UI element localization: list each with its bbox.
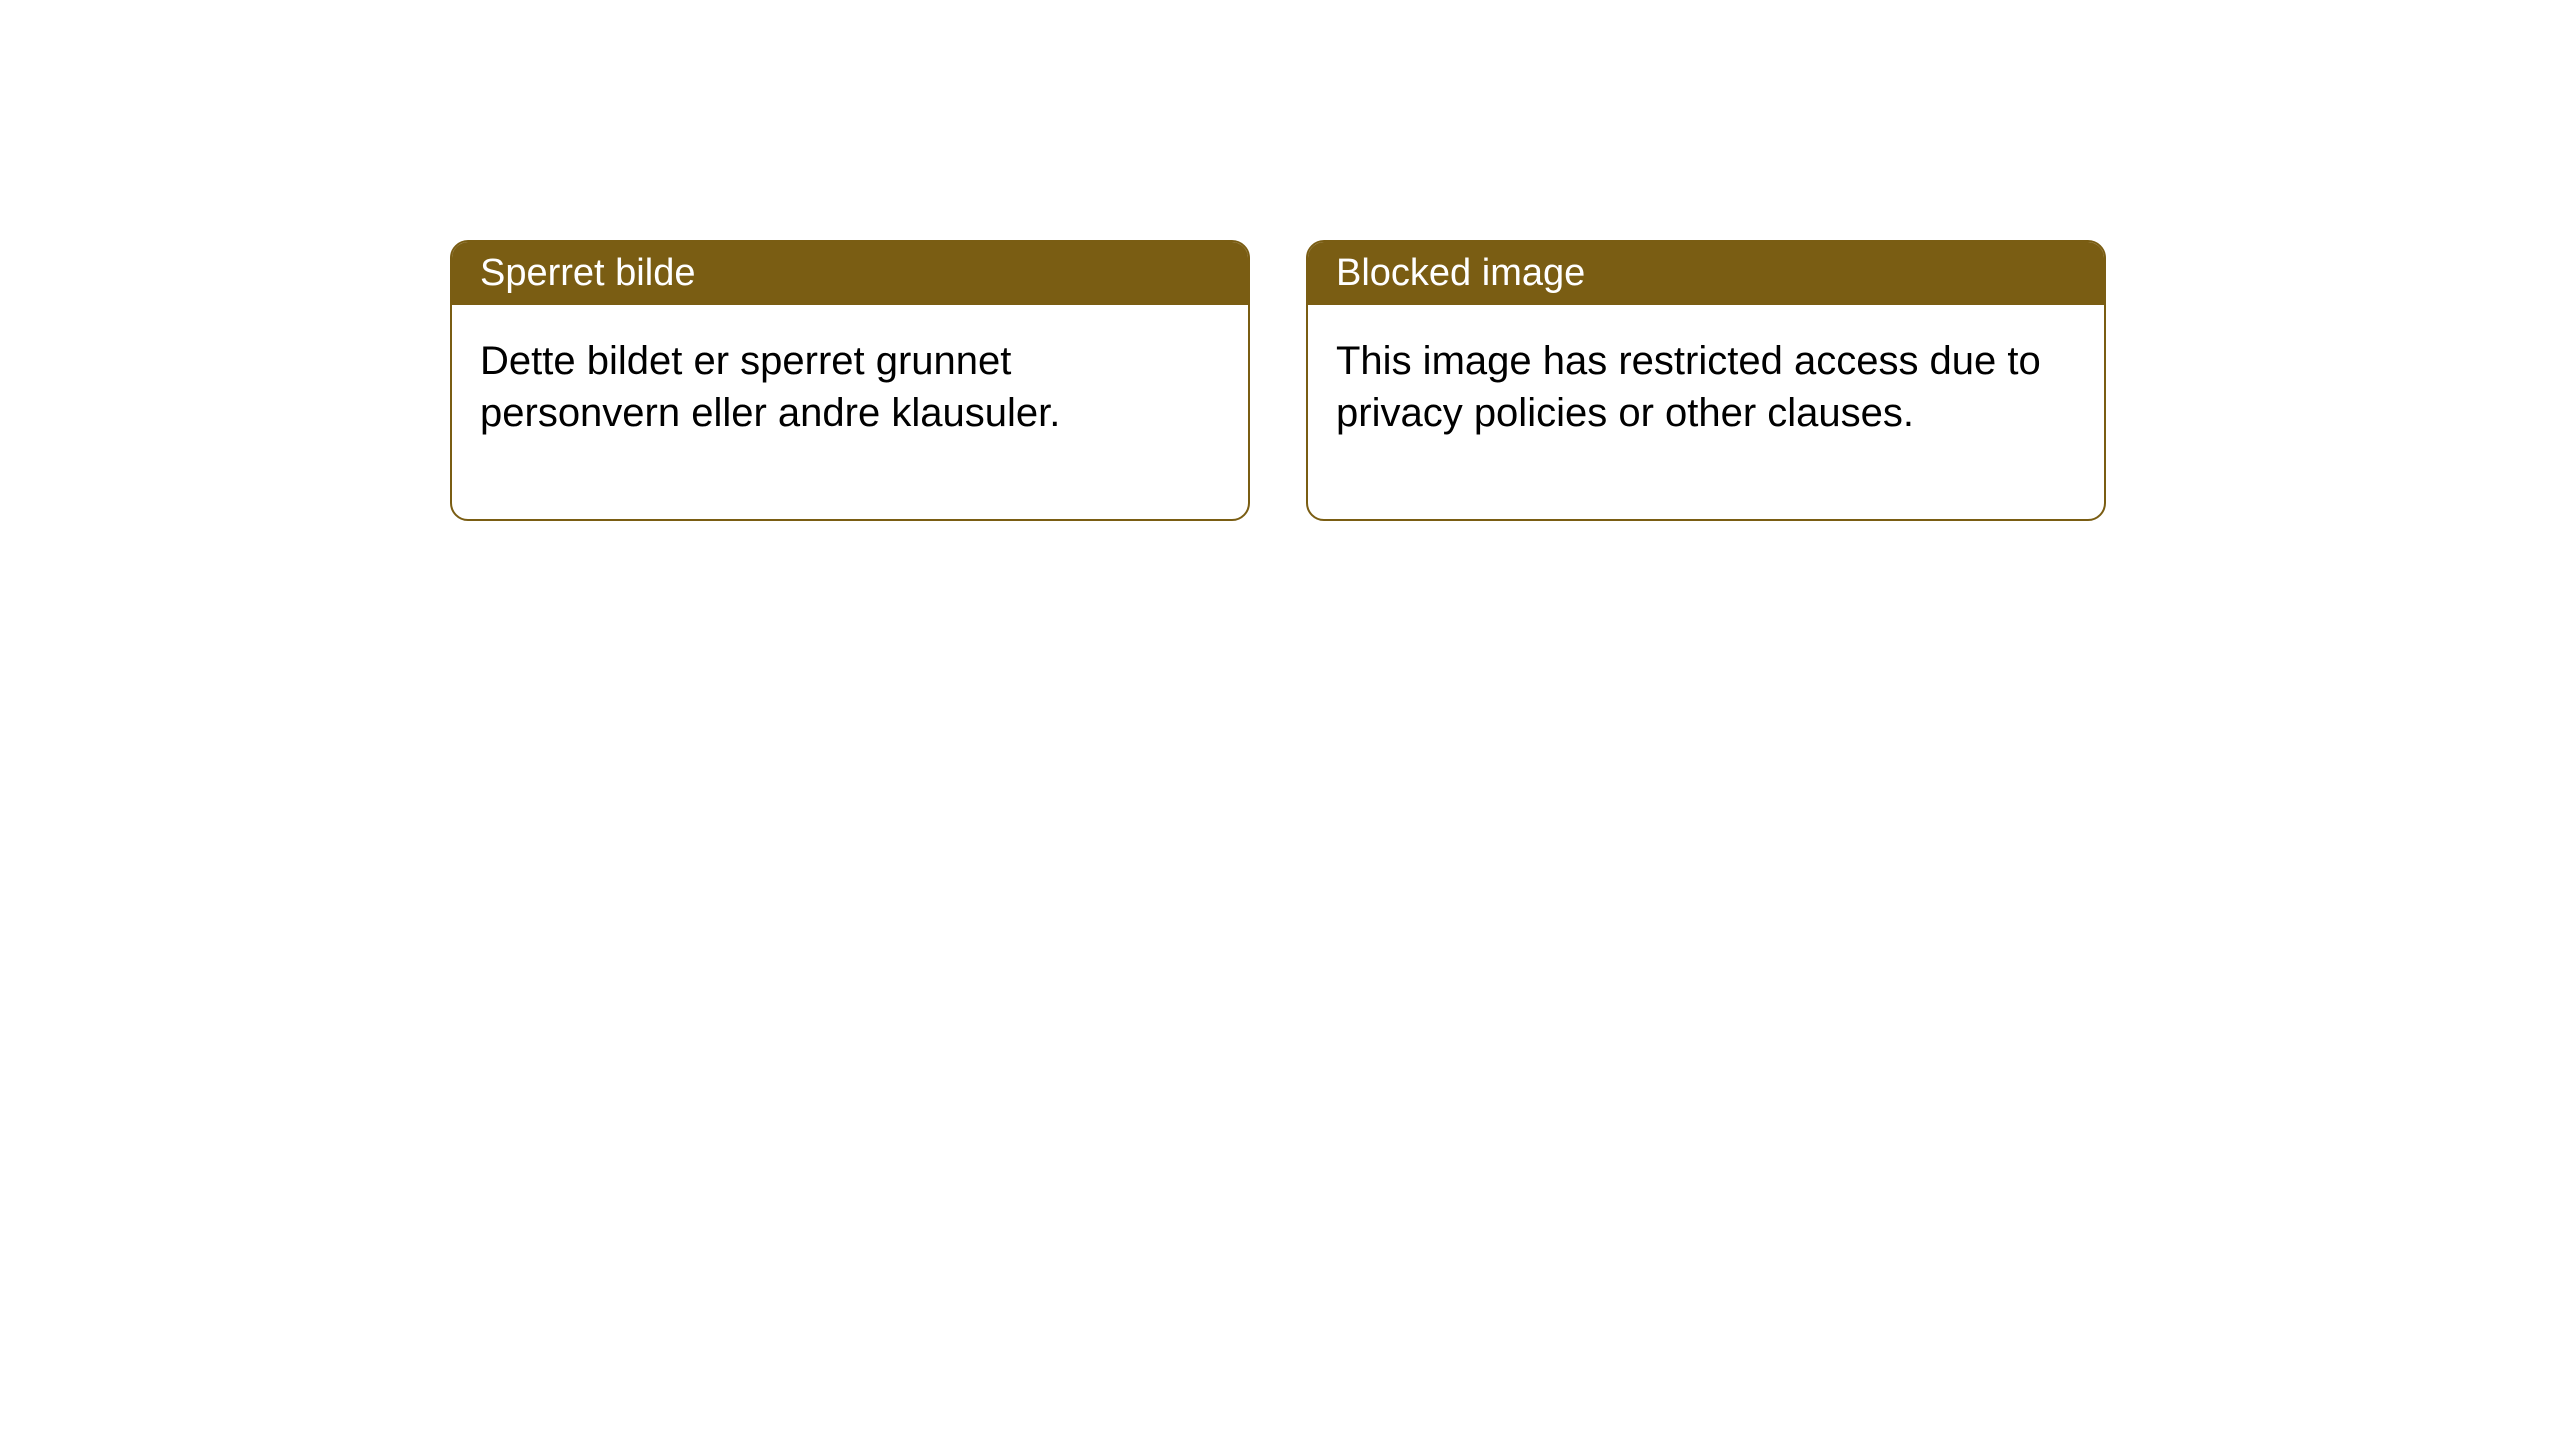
card-header: Sperret bilde (452, 242, 1248, 305)
notice-card-english: Blocked image This image has restricted … (1306, 240, 2106, 521)
card-body: This image has restricted access due to … (1308, 305, 2104, 519)
notice-card-norwegian: Sperret bilde Dette bildet er sperret gr… (450, 240, 1250, 521)
card-header: Blocked image (1308, 242, 2104, 305)
notice-cards-container: Sperret bilde Dette bildet er sperret gr… (450, 240, 2106, 521)
card-body: Dette bildet er sperret grunnet personve… (452, 305, 1248, 519)
